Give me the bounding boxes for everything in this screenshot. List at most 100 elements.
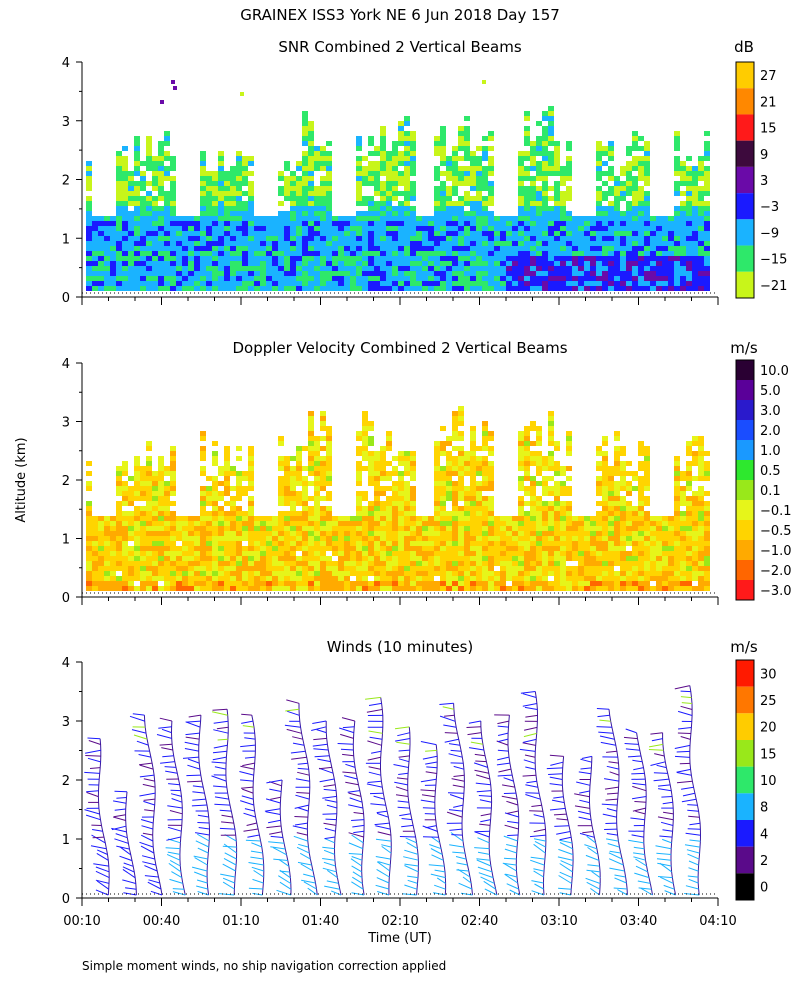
snr-cell (128, 241, 134, 246)
snr-cell (266, 251, 272, 256)
snr-cell (212, 251, 218, 256)
snr-cell (284, 161, 290, 166)
doppler-cell (218, 571, 224, 576)
snr-cell (206, 246, 212, 251)
snr-cell (560, 196, 566, 201)
snr-cell (362, 241, 368, 246)
doppler-cell (692, 491, 698, 496)
doppler-cell (620, 551, 626, 556)
doppler-cell (308, 511, 314, 516)
doppler-cell (404, 536, 410, 541)
snr-cell (452, 161, 458, 166)
snr-cell (278, 191, 284, 196)
snr-cell (308, 126, 314, 131)
snr-cell (482, 176, 488, 181)
doppler-cell (92, 561, 98, 566)
doppler-cell (368, 461, 374, 466)
doppler-cell (314, 456, 320, 461)
doppler-cell (104, 536, 110, 541)
doppler-cell (170, 556, 176, 561)
doppler-cell (236, 576, 242, 581)
snr-cell (206, 271, 212, 276)
doppler-cell (668, 571, 674, 576)
doppler-cell (602, 566, 608, 571)
snr-cell (236, 156, 242, 161)
doppler-cell (698, 501, 704, 506)
snr-cell (296, 216, 302, 221)
snr-cell (584, 271, 590, 276)
doppler-cell (698, 476, 704, 481)
doppler-cell (452, 431, 458, 436)
doppler-cell (590, 541, 596, 546)
doppler-cell (512, 561, 518, 566)
doppler-cell (692, 526, 698, 531)
snr-cell (302, 151, 308, 156)
doppler-cell (656, 531, 662, 536)
snr-cell (134, 276, 140, 281)
snr-cell (698, 231, 704, 236)
snr-cell (386, 216, 392, 221)
doppler-cell (566, 516, 572, 521)
snr-cell (626, 186, 632, 191)
snr-cell (692, 171, 698, 176)
doppler-cell (290, 481, 296, 486)
doppler-cell (476, 526, 482, 531)
doppler-cell (482, 561, 488, 566)
snr-cell (458, 206, 464, 211)
doppler-cell (542, 506, 548, 511)
snr-cell (404, 131, 410, 136)
snr-cell (416, 251, 422, 256)
doppler-cell (92, 546, 98, 551)
snr-cell (440, 281, 446, 286)
snr-y-tick-label: 0 (62, 291, 70, 306)
snr-cell (104, 256, 110, 261)
snr-cell (266, 246, 272, 251)
doppler-cell (410, 521, 416, 526)
doppler-cell (284, 466, 290, 471)
doppler-cell (218, 496, 224, 501)
snr-cell (254, 241, 260, 246)
doppler-cell (302, 561, 308, 566)
doppler-cell (128, 521, 134, 526)
doppler-cell (566, 526, 572, 531)
doppler-cell (704, 556, 710, 561)
snr-cell (644, 146, 650, 151)
snr-cell (302, 221, 308, 226)
snr-cell (500, 251, 506, 256)
doppler-cell (278, 516, 284, 521)
snr-cell (416, 216, 422, 221)
doppler-cell (590, 536, 596, 541)
doppler-cell (548, 506, 554, 511)
doppler-cell (548, 476, 554, 481)
snr-cell (446, 171, 452, 176)
doppler-cell (362, 431, 368, 436)
snr-cell (242, 221, 248, 226)
snr-cell (608, 151, 614, 156)
doppler-cell (674, 456, 680, 461)
snr-cell (704, 156, 710, 161)
snr-cell (122, 271, 128, 276)
doppler-cell (242, 531, 248, 536)
doppler-cell (338, 571, 344, 576)
snr-cell (692, 276, 698, 281)
doppler-cell (464, 566, 470, 571)
doppler-cell (404, 566, 410, 571)
doppler-cell (638, 541, 644, 546)
doppler-cell (482, 471, 488, 476)
snr-cell (266, 286, 272, 291)
snr-cell (236, 161, 242, 166)
doppler-cell (680, 561, 686, 566)
doppler-cell (572, 521, 578, 526)
snr-cell (122, 156, 128, 161)
snr-cell (548, 171, 554, 176)
snr-cell (500, 281, 506, 286)
doppler-cell (170, 566, 176, 571)
doppler-cell (686, 526, 692, 531)
snr-cell (170, 196, 176, 201)
snr-cell (380, 126, 386, 131)
snr-cell (668, 231, 674, 236)
snr-cell (434, 221, 440, 226)
snr-cell (572, 266, 578, 271)
snr-cell (482, 186, 488, 191)
doppler-cell (590, 581, 596, 586)
